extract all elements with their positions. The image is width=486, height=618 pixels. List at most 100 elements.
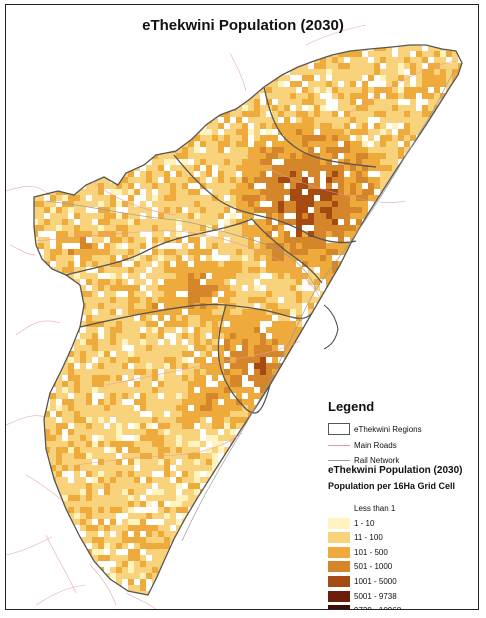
population-cell <box>224 231 230 237</box>
population-cell <box>254 501 260 507</box>
population-cell <box>86 357 92 363</box>
population-cell <box>224 219 230 225</box>
population-cell <box>134 417 140 423</box>
population-cell <box>380 75 386 81</box>
population-cell <box>110 237 116 243</box>
population-cell <box>182 51 188 57</box>
population-cell <box>86 87 92 93</box>
population-cell <box>158 45 164 51</box>
population-cell <box>110 225 116 231</box>
population-cell <box>218 351 224 357</box>
population-cell <box>290 87 296 93</box>
population-cell <box>320 57 326 63</box>
population-cell <box>50 315 56 321</box>
population-cell <box>206 387 212 393</box>
population-cell <box>254 459 260 465</box>
population-cell <box>386 93 392 99</box>
population-cell <box>194 207 200 213</box>
population-cell <box>374 111 380 117</box>
population-cell <box>224 261 230 267</box>
population-cell <box>146 261 152 267</box>
population-cell <box>344 147 350 153</box>
population-cell <box>34 459 38 465</box>
population-cell <box>34 219 38 225</box>
population-cell <box>392 219 398 225</box>
population-cell <box>164 309 170 315</box>
population-cell <box>116 111 122 117</box>
population-cell <box>164 321 170 327</box>
population-cell <box>284 441 290 447</box>
population-cell <box>422 189 428 195</box>
population-cell <box>344 321 350 327</box>
population-cell <box>146 459 152 465</box>
population-cell <box>290 339 296 345</box>
population-cell <box>140 243 146 249</box>
population-cell <box>404 111 410 117</box>
map-frame: eThekwini Population (2030) Legend eThek… <box>5 4 479 610</box>
population-cell <box>44 315 50 321</box>
population-cell <box>188 225 194 231</box>
population-cell <box>242 255 248 261</box>
population-cell <box>26 453 32 459</box>
population-cell <box>314 243 320 249</box>
population-cell <box>374 297 380 303</box>
population-cell <box>146 435 152 441</box>
population-cell <box>122 201 128 207</box>
population-cell <box>344 63 350 69</box>
population-cell <box>392 111 398 117</box>
population-cell <box>68 381 74 387</box>
population-cell <box>200 393 206 399</box>
population-cell <box>50 219 56 225</box>
population-cell <box>350 201 356 207</box>
population-cell <box>80 117 86 123</box>
population-cell <box>62 477 68 483</box>
population-cell <box>332 207 338 213</box>
population-cell <box>392 321 398 327</box>
population-cell <box>440 501 446 507</box>
population-cell <box>350 261 356 267</box>
population-cell <box>26 495 32 501</box>
population-cell <box>362 297 368 303</box>
population-cell <box>140 123 146 129</box>
population-cell <box>314 315 320 321</box>
population-cell <box>236 99 242 105</box>
population-cell <box>440 495 446 501</box>
population-cell <box>68 375 74 381</box>
population-map[interactable] <box>6 5 479 610</box>
population-cell <box>206 171 212 177</box>
population-cell <box>200 315 206 321</box>
population-cell <box>146 219 152 225</box>
population-cell <box>34 285 38 291</box>
population-cell <box>446 99 452 105</box>
population-cell <box>212 495 218 501</box>
population-cell <box>380 405 386 411</box>
population-cell <box>458 189 462 195</box>
population-cell <box>92 189 98 195</box>
population-cell <box>38 93 44 99</box>
population-cell <box>434 201 440 207</box>
population-cell <box>116 381 122 387</box>
population-cell <box>416 453 422 459</box>
population-cell <box>392 495 398 501</box>
population-cell <box>50 399 56 405</box>
population-cell <box>92 99 98 105</box>
population-cell <box>98 147 104 153</box>
population-cell <box>200 363 206 369</box>
population-cell <box>92 291 98 297</box>
population-cell <box>458 345 462 351</box>
population-cell <box>290 189 296 195</box>
population-cell <box>284 489 290 495</box>
population-cell <box>446 327 452 333</box>
population-cell <box>44 447 50 453</box>
population-cell <box>416 411 422 417</box>
population-cell <box>326 69 332 75</box>
population-cell <box>464 141 470 147</box>
population-cell <box>440 153 446 159</box>
population-cell <box>380 375 386 381</box>
population-cell <box>290 111 296 117</box>
population-cell <box>212 303 218 309</box>
population-cell <box>140 207 146 213</box>
population-cell <box>290 501 296 507</box>
population-cell <box>452 273 458 279</box>
population-cell <box>170 285 176 291</box>
